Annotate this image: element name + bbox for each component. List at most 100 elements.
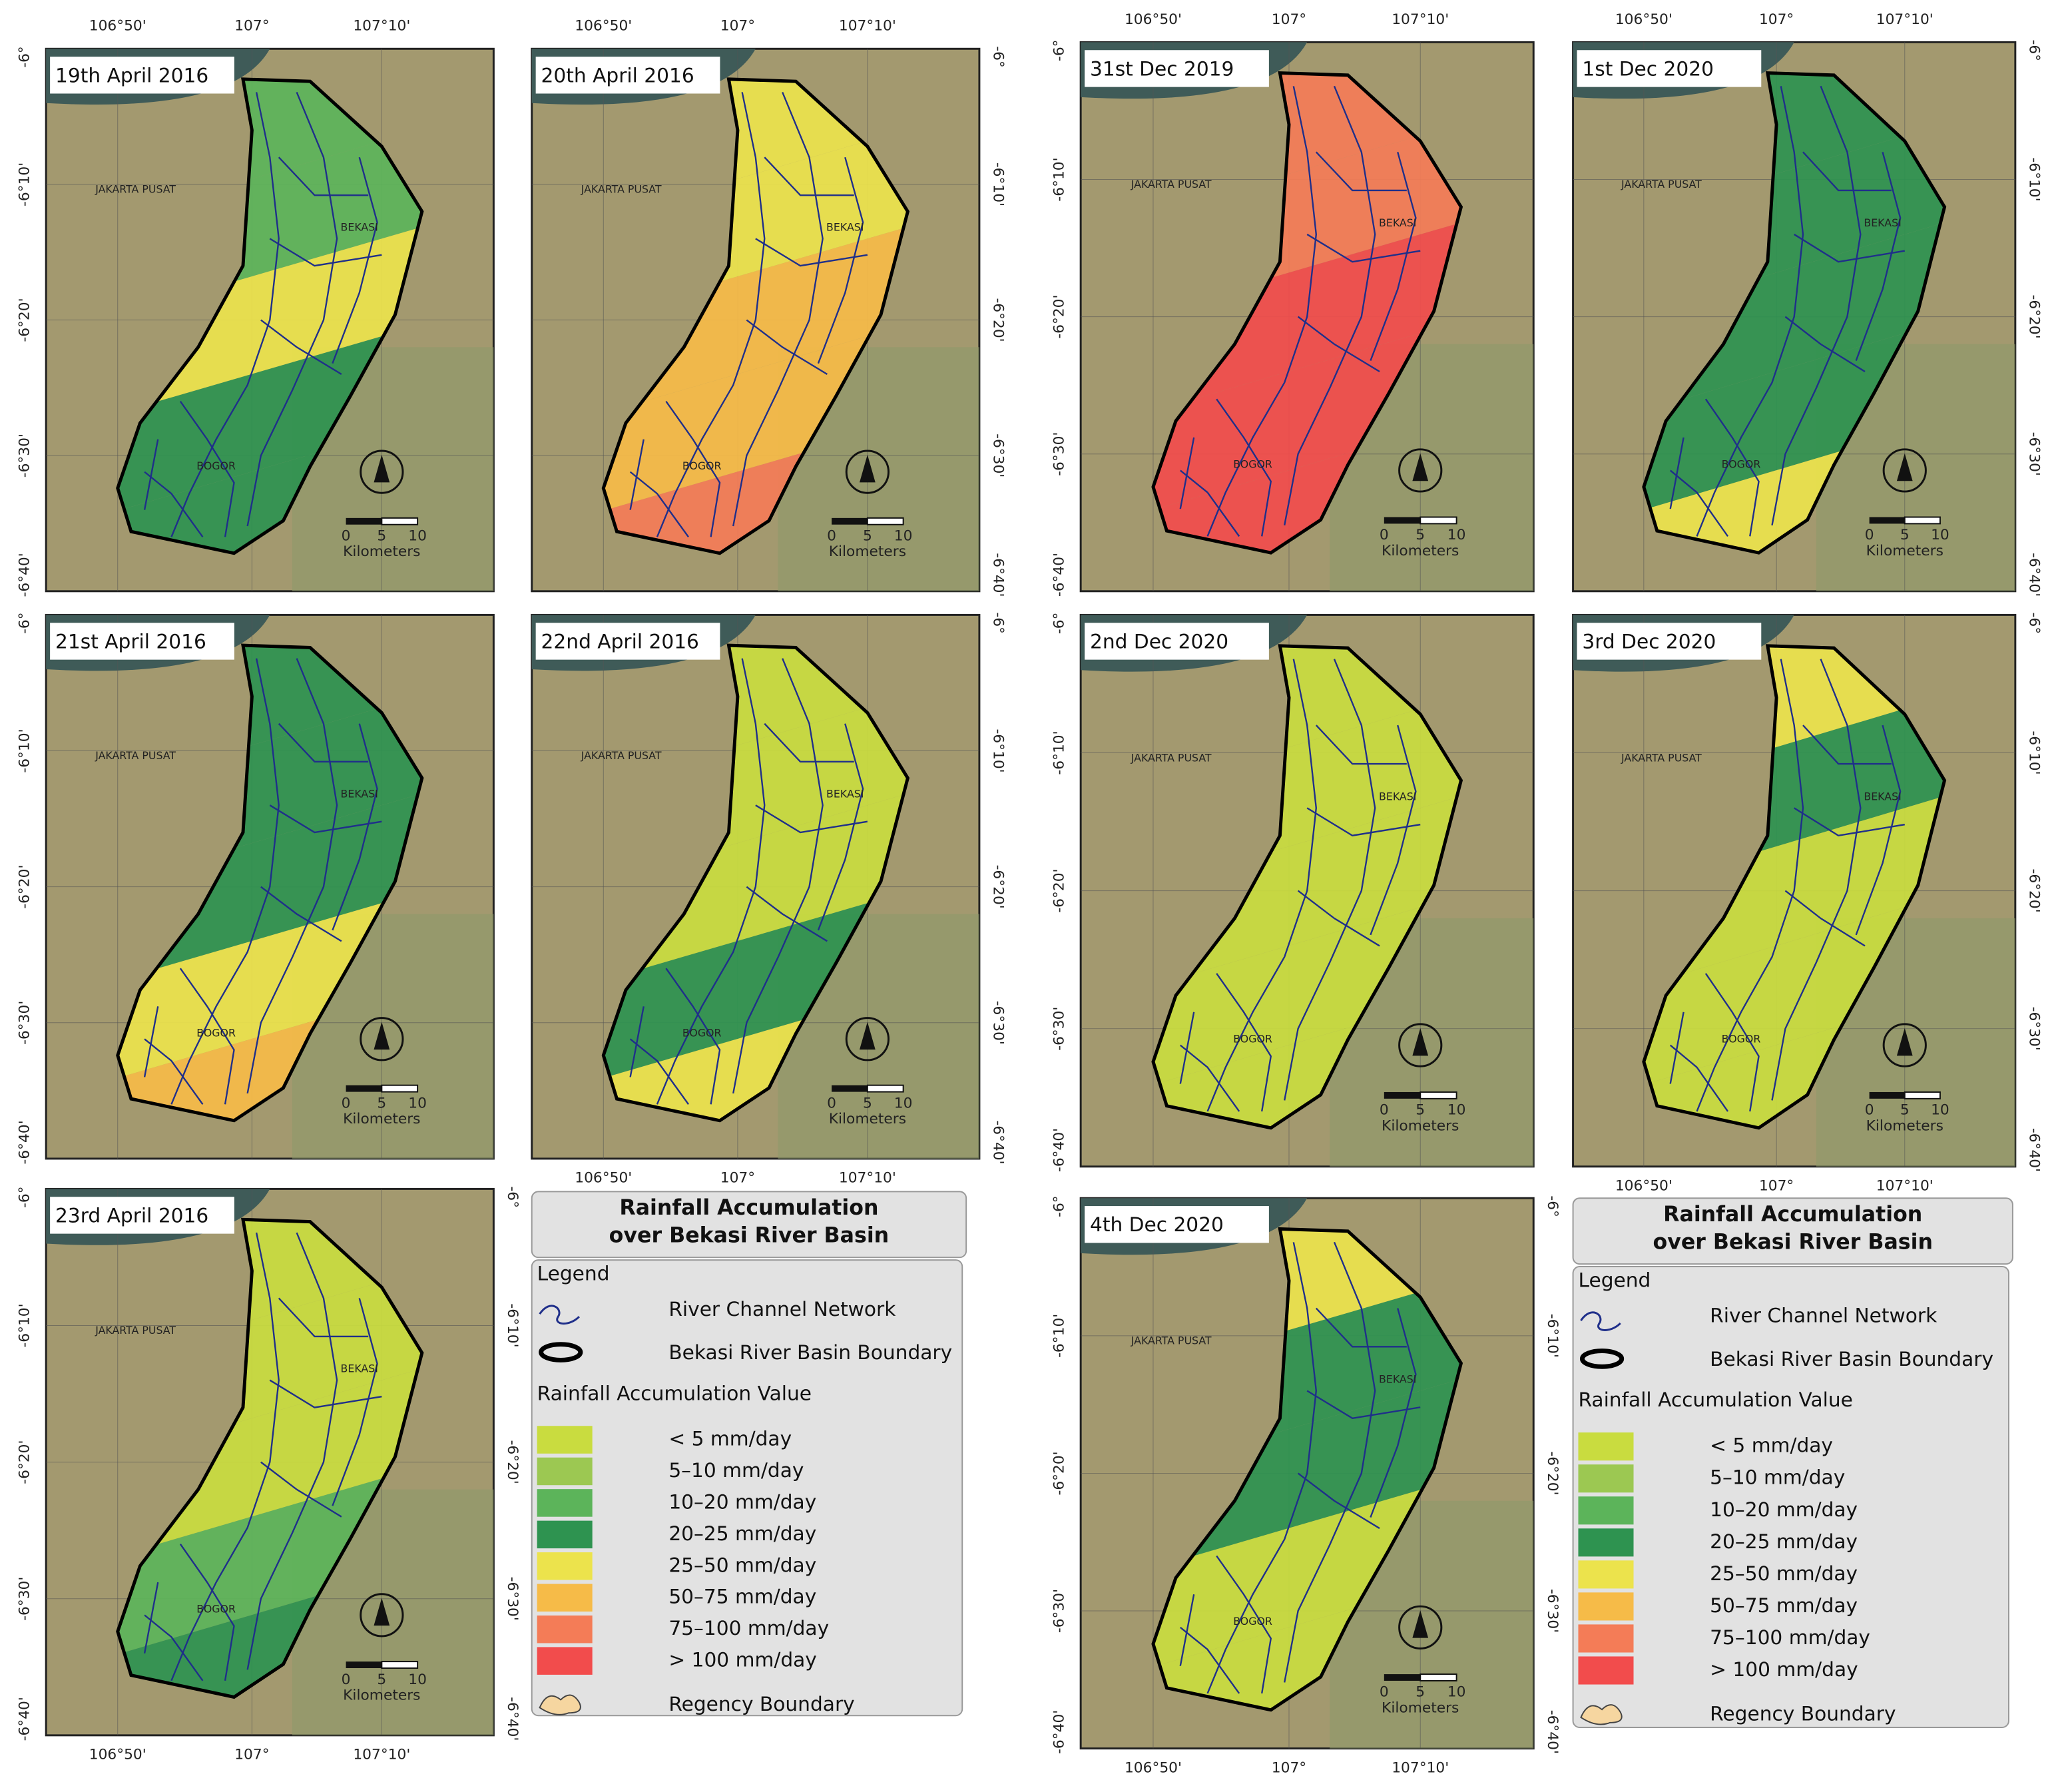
lat-label: -6° — [17, 46, 33, 68]
river — [144, 1038, 204, 1105]
scale-bar — [1419, 1091, 1457, 1099]
lat-label: -6°30' — [1051, 1589, 1068, 1633]
scale-label: 5 — [1416, 1684, 1425, 1701]
lon-label: 107° — [1759, 1177, 1794, 1194]
place-label: BOGOR — [682, 1027, 722, 1040]
lon-label: 107° — [1272, 1759, 1306, 1776]
scale-unit: Kilometers — [829, 543, 906, 560]
north-arrow — [360, 1017, 404, 1061]
scale-bar — [1384, 1091, 1421, 1099]
river — [170, 1232, 280, 1681]
lat-label: -6°10' — [504, 1303, 521, 1347]
scale-unit: Kilometers — [1382, 1699, 1459, 1716]
river — [260, 319, 342, 376]
river — [1696, 86, 1804, 537]
river — [1315, 1307, 1407, 1348]
legend-title: Rainfall Accumulation — [619, 1196, 878, 1220]
lon-label: 106°50' — [1125, 11, 1182, 28]
date-box — [1085, 623, 1269, 660]
north-arrow — [1412, 1028, 1429, 1056]
river — [1802, 725, 1892, 765]
lon-label: 107°10' — [1876, 11, 1934, 28]
scale-bar — [346, 517, 382, 525]
north-arrow — [1882, 1023, 1927, 1067]
scale-label: 0 — [1865, 527, 1874, 543]
lat-label: -6°30' — [504, 1577, 521, 1621]
river — [656, 92, 766, 537]
place-label: BOGOR — [1722, 458, 1761, 471]
lat-label: -6°20' — [990, 298, 1007, 342]
scale-label: 5 — [863, 1095, 872, 1111]
north-arrow — [360, 449, 404, 494]
river — [1297, 1472, 1380, 1530]
scale-bar — [1419, 516, 1457, 525]
scale-label: 5 — [1416, 527, 1425, 543]
scale-bar — [1419, 1673, 1457, 1681]
place-label: JAKARTA PUSAT — [1621, 178, 1702, 190]
date-label: 3rd Dec 2020 — [1582, 629, 1716, 653]
lat-label: -6°20' — [17, 865, 33, 909]
river — [1206, 1242, 1317, 1694]
scale-bar — [1384, 1674, 1421, 1681]
legend-item: Bekasi River Basin Boundary — [668, 1341, 952, 1364]
scale-label: 10 — [894, 528, 913, 545]
north-arrow — [860, 1022, 876, 1050]
legend-class: 75–100 mm/day — [668, 1616, 829, 1640]
river — [1696, 659, 1804, 1112]
legend-swatch — [537, 1520, 593, 1549]
north-arrow — [1398, 448, 1443, 493]
river — [656, 658, 766, 1105]
river — [1306, 807, 1421, 836]
scale-label: 5 — [377, 1671, 386, 1688]
scale-label: 0 — [342, 1671, 351, 1688]
legend-class: 25–50 mm/day — [668, 1553, 816, 1576]
scale-bar — [381, 1661, 419, 1669]
place-label: BOGOR — [682, 459, 722, 472]
place-label: BEKASI — [341, 1362, 378, 1375]
legend-swatch — [537, 1426, 593, 1454]
river — [1771, 659, 1862, 1101]
lat-label: -6°10' — [17, 729, 33, 772]
lat-label: -6°20' — [990, 865, 1007, 909]
date-box — [50, 1197, 234, 1234]
river — [143, 1006, 159, 1077]
scale-label: 10 — [1931, 1102, 1949, 1119]
lon-label: 107° — [234, 1747, 269, 1763]
river — [746, 886, 828, 942]
lat-label: -6°10' — [1544, 1314, 1561, 1358]
lat-label: -6°10' — [2026, 157, 2043, 201]
date-label: 21st April 2016 — [55, 629, 206, 653]
river — [179, 1544, 235, 1681]
basin-boundary — [116, 77, 424, 555]
place-label: BEKASI — [341, 221, 378, 234]
scale-bar — [346, 1085, 382, 1092]
date-label: 4th Dec 2020 — [1090, 1213, 1224, 1236]
legend-swatch — [1578, 1592, 1634, 1621]
legend-item: River Channel Network — [1710, 1304, 1937, 1327]
legend-item: Regency Boundary — [1710, 1702, 1896, 1725]
legend-class: > 100 mm/day — [668, 1648, 817, 1671]
river — [1206, 659, 1317, 1112]
place-label: JAKARTA PUSAT — [581, 183, 662, 196]
lat-label: -6°30' — [17, 434, 33, 477]
legend-swatch — [537, 1615, 593, 1643]
river — [1297, 890, 1380, 947]
scale-label: 5 — [377, 528, 386, 545]
lat-label: -6° — [2026, 613, 2043, 635]
lon-label: 107° — [234, 18, 269, 35]
lon-label: 107°10' — [353, 18, 410, 35]
lat-label: -6°30' — [1544, 1589, 1561, 1633]
river — [170, 658, 280, 1105]
scale-label: 5 — [863, 528, 872, 545]
place-label: BOGOR — [1233, 458, 1272, 471]
river — [1669, 1044, 1729, 1112]
scale-unit: Kilometers — [829, 1111, 906, 1127]
scale-label: 5 — [1900, 1102, 1910, 1119]
river — [179, 401, 235, 537]
river — [1315, 725, 1407, 765]
place-label: BOGOR — [1233, 1033, 1272, 1045]
legend-swatch — [537, 1457, 593, 1486]
lat-label: -6°30' — [2026, 432, 2043, 476]
